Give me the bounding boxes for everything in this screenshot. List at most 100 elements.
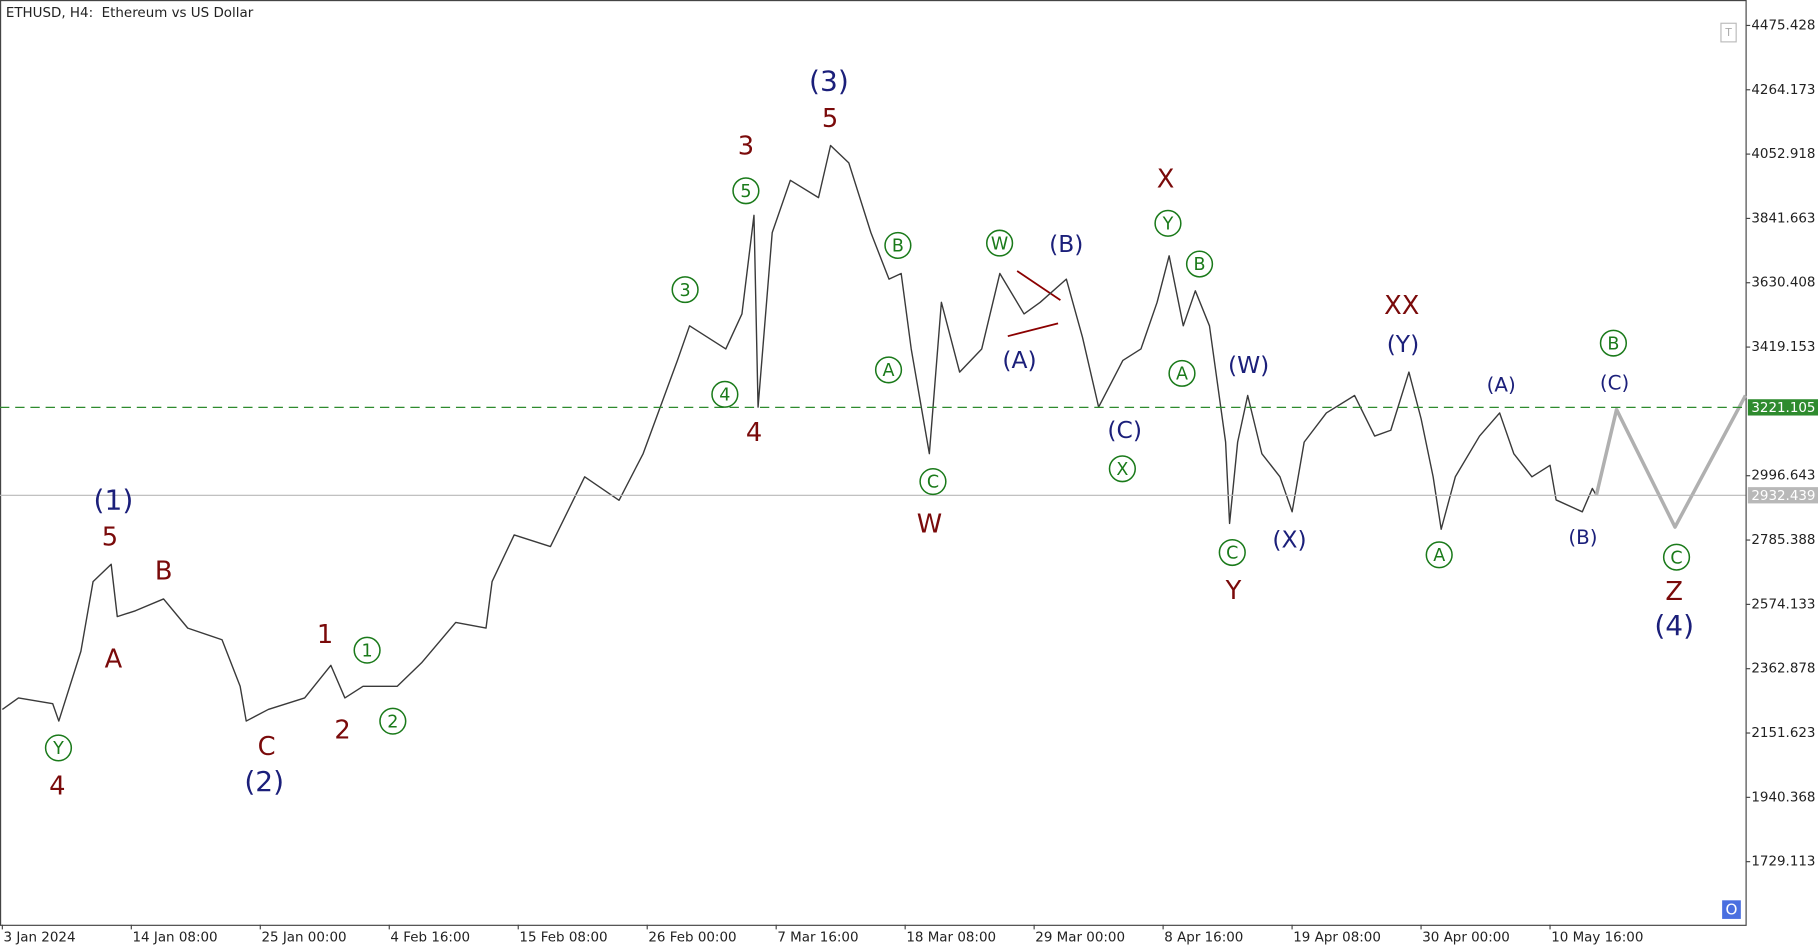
triangle-line <box>1016 270 1061 301</box>
x-tick-label: 26 Feb 00:00 <box>648 931 736 946</box>
price-level-box <box>1747 487 1818 504</box>
wave-label: B <box>1607 334 1619 354</box>
wave-label: 4 <box>746 418 762 448</box>
wave-label: (C) <box>1600 371 1629 394</box>
y-tick-label: 4475.428 <box>1751 18 1815 33</box>
x-tick-label: 25 Jan 00:00 <box>261 931 346 946</box>
wave-circle <box>1108 455 1136 483</box>
wave-label: (X) <box>1272 526 1306 553</box>
wave-label: W <box>917 510 942 540</box>
wave-circle <box>671 276 699 304</box>
wave-label: (A) <box>1002 347 1036 374</box>
wave-label: C <box>1670 548 1682 568</box>
wave-circle <box>919 468 947 496</box>
wave-label: Y <box>1162 215 1174 235</box>
wave-label: Y <box>1225 576 1242 606</box>
y-tick-label: 4264.173 <box>1751 83 1815 98</box>
wave-circle <box>1599 329 1628 357</box>
wave-label: Z <box>1665 577 1683 607</box>
price-level-box <box>1747 399 1818 416</box>
plot-frame <box>0 0 1747 926</box>
wave-label: 4 <box>719 386 730 406</box>
corner-button[interactable] <box>1722 900 1741 919</box>
x-tick-label: 29 Mar 00:00 <box>1035 931 1125 946</box>
price-line <box>1 144 1597 722</box>
wave-circle <box>874 356 903 384</box>
y-tick-label: 2362.878 <box>1751 662 1815 677</box>
wave-label: C <box>258 732 276 762</box>
wave-label: B <box>1194 255 1206 275</box>
y-tick-label: 2151.623 <box>1751 726 1815 741</box>
wave-label: 5 <box>102 523 118 553</box>
y-tick-label: 1729.113 <box>1751 855 1815 870</box>
wave-label: (B) <box>1049 231 1083 258</box>
wave-label: XX <box>1384 291 1419 321</box>
wave-label: 1 <box>362 641 373 661</box>
wave-label: 1 <box>317 620 333 650</box>
x-tick-label: 18 Mar 08:00 <box>906 931 996 946</box>
wave-label: (Y) <box>1387 331 1420 358</box>
wave-label: X <box>1116 460 1128 480</box>
wave-circle <box>1662 543 1691 571</box>
forecast-line <box>1594 394 1748 529</box>
triangle-line <box>1007 322 1059 338</box>
wave-label: B <box>155 556 173 586</box>
x-tick-label: 15 Feb 08:00 <box>519 931 607 946</box>
wave-label: C <box>1226 544 1238 564</box>
wave-label: 4 <box>49 772 65 802</box>
wave-circle <box>711 380 739 408</box>
price-level-label: 2932.439 <box>1751 489 1815 504</box>
wave-label: (1) <box>94 483 134 516</box>
wave-circle <box>1168 359 1196 387</box>
wave-label: (B) <box>1568 526 1597 549</box>
wave-label: A <box>1176 365 1188 385</box>
toolbar-button[interactable] <box>1720 22 1737 43</box>
wave-circle <box>353 636 381 664</box>
price-level-label: 3221.105 <box>1751 401 1815 416</box>
wave-label: X <box>1157 164 1175 194</box>
toolbar-button-label: T <box>1724 27 1732 39</box>
wave-label: 3 <box>680 281 691 301</box>
wave-circle <box>732 177 760 205</box>
wave-label: (3) <box>809 65 849 98</box>
y-tick-label: 2996.643 <box>1751 469 1815 484</box>
wave-label: A <box>105 645 123 675</box>
x-tick-label: 10 May 16:00 <box>1551 931 1643 946</box>
wave-label: 5 <box>822 104 838 134</box>
y-tick-label: 2785.388 <box>1751 533 1815 548</box>
wave-label: (2) <box>244 765 284 798</box>
wave-label: B <box>892 237 904 257</box>
y-tick-label: 1940.368 <box>1751 790 1815 805</box>
wave-label: Y <box>52 739 64 759</box>
y-tick-label: 3630.408 <box>1751 276 1815 291</box>
wave-label: (4) <box>1654 609 1694 642</box>
wave-circle <box>44 734 73 762</box>
y-tick-label: 3841.663 <box>1751 211 1815 226</box>
wave-circle <box>379 707 407 735</box>
x-tick-label: 30 Apr 00:00 <box>1422 931 1510 946</box>
y-tick-label: 2574.133 <box>1751 597 1815 612</box>
wave-label: A <box>1433 546 1445 566</box>
wave-label: 2 <box>387 712 398 732</box>
wave-circle <box>985 229 1014 257</box>
wave-circle <box>1218 538 1246 567</box>
x-tick-label: 3 Jan 2024 <box>4 931 76 946</box>
wave-label: 2 <box>334 716 350 746</box>
wave-circle <box>1425 541 1453 569</box>
wave-label: 3 <box>738 132 754 162</box>
y-tick-label: 3419.153 <box>1751 340 1815 355</box>
wave-label: W <box>991 234 1008 254</box>
corner-button-label: O <box>1726 901 1738 919</box>
x-tick-label: 19 Apr 08:00 <box>1293 931 1381 946</box>
x-tick-label: 8 Apr 16:00 <box>1164 931 1243 946</box>
wave-label: 5 <box>740 182 751 202</box>
wave-label: C <box>927 473 939 493</box>
wave-label: (W) <box>1228 352 1269 379</box>
wave-label: (C) <box>1107 417 1142 444</box>
y-tick-label: 4052.918 <box>1751 147 1815 162</box>
wave-label: (A) <box>1487 374 1516 397</box>
x-tick-label: 7 Mar 16:00 <box>777 931 858 946</box>
wave-circle <box>1154 209 1182 237</box>
